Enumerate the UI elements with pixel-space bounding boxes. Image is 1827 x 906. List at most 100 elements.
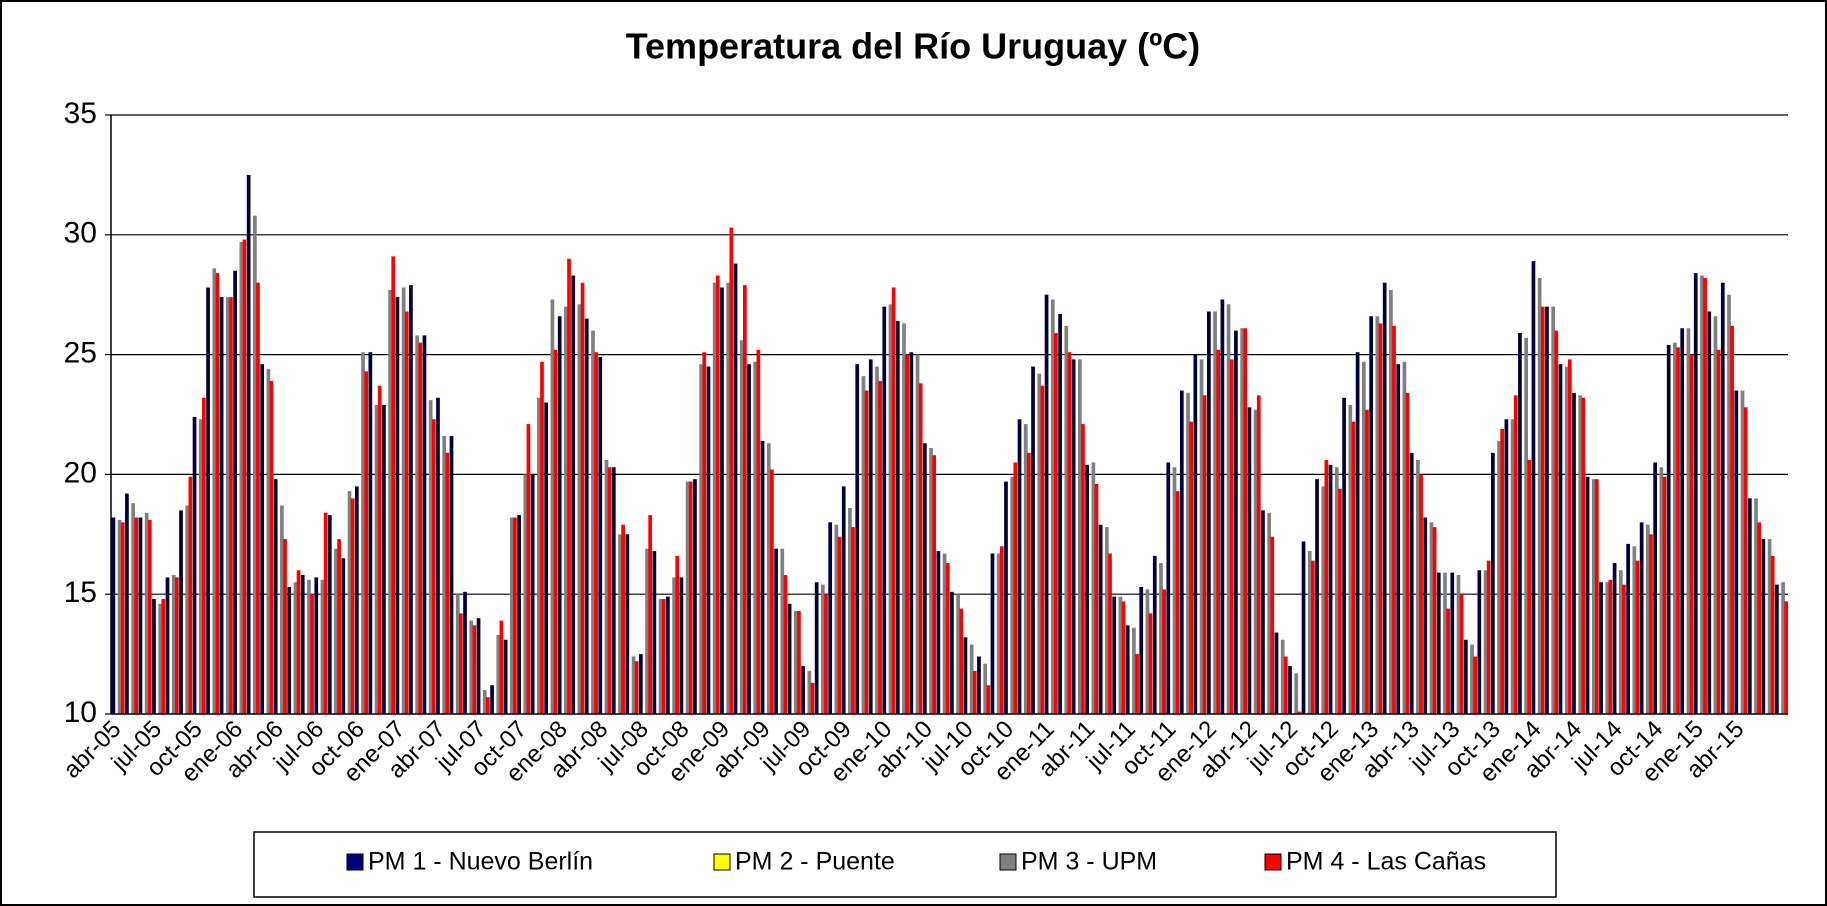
bar bbox=[1716, 349, 1721, 714]
bar bbox=[1234, 330, 1238, 714]
bar bbox=[1645, 524, 1650, 714]
bar bbox=[1585, 476, 1590, 714]
bar bbox=[361, 352, 365, 714]
bar bbox=[219, 297, 224, 714]
bar bbox=[1067, 352, 1072, 714]
bar bbox=[1693, 273, 1698, 714]
bar bbox=[1784, 601, 1789, 714]
bar bbox=[891, 287, 896, 714]
bar bbox=[1031, 366, 1035, 714]
bar bbox=[1213, 311, 1217, 714]
bar bbox=[848, 507, 852, 714]
bar bbox=[760, 440, 765, 714]
bar bbox=[486, 697, 490, 714]
bar bbox=[1321, 486, 1326, 714]
bar bbox=[1139, 587, 1144, 714]
bar bbox=[1135, 654, 1139, 714]
bar bbox=[571, 275, 576, 714]
bar bbox=[509, 517, 514, 714]
bar bbox=[1189, 421, 1193, 714]
bar bbox=[1283, 656, 1288, 714]
bar bbox=[1085, 464, 1089, 714]
bar bbox=[1450, 572, 1455, 714]
bar bbox=[756, 349, 761, 714]
bar bbox=[557, 316, 562, 714]
bar bbox=[1229, 359, 1234, 714]
bar bbox=[1017, 419, 1022, 714]
bar bbox=[1635, 560, 1640, 714]
bar bbox=[1348, 404, 1353, 714]
bar bbox=[147, 519, 152, 714]
bar bbox=[1686, 328, 1691, 714]
bar bbox=[1315, 479, 1319, 714]
bar bbox=[1443, 572, 1447, 714]
bar bbox=[1676, 347, 1680, 714]
bar bbox=[1226, 304, 1231, 714]
bar bbox=[347, 491, 352, 714]
bar bbox=[1432, 527, 1437, 714]
bar bbox=[990, 553, 995, 714]
bar bbox=[428, 400, 433, 714]
bar bbox=[963, 637, 968, 714]
bar bbox=[388, 289, 392, 714]
bar bbox=[225, 297, 230, 714]
bar bbox=[1004, 481, 1008, 714]
bar bbox=[198, 419, 203, 714]
bar bbox=[253, 215, 257, 714]
legend-swatch bbox=[346, 853, 364, 871]
bar bbox=[188, 476, 193, 714]
bar bbox=[131, 503, 135, 714]
bar bbox=[1727, 294, 1731, 714]
bar bbox=[841, 486, 846, 714]
bar bbox=[956, 594, 960, 714]
bar bbox=[1094, 483, 1099, 714]
bar bbox=[458, 613, 463, 714]
y-tick-label: 15 bbox=[64, 576, 97, 609]
bar bbox=[171, 575, 176, 714]
bar bbox=[1270, 536, 1275, 714]
bar bbox=[1545, 306, 1549, 714]
legend-label: PM 3 - UPM bbox=[1021, 848, 1157, 876]
bar bbox=[391, 256, 396, 714]
bar bbox=[1459, 594, 1464, 714]
bar bbox=[1436, 572, 1441, 714]
bar bbox=[239, 241, 244, 714]
bar bbox=[242, 239, 247, 715]
bar bbox=[269, 380, 274, 714]
bar bbox=[1500, 428, 1505, 714]
bar bbox=[1077, 359, 1082, 714]
bar bbox=[729, 227, 734, 714]
bar bbox=[631, 656, 636, 714]
bar bbox=[834, 524, 839, 714]
bar bbox=[334, 548, 338, 714]
bar bbox=[553, 349, 558, 714]
bar bbox=[1328, 464, 1333, 714]
bar bbox=[307, 579, 311, 714]
bar bbox=[1524, 337, 1528, 714]
bar bbox=[192, 416, 197, 714]
bar bbox=[1419, 474, 1423, 714]
bar bbox=[1369, 316, 1374, 714]
bar bbox=[499, 620, 504, 714]
bar bbox=[117, 519, 122, 714]
bar bbox=[1743, 407, 1748, 714]
bar bbox=[1781, 582, 1785, 714]
bar bbox=[1537, 277, 1542, 714]
bar bbox=[1483, 570, 1488, 714]
bar bbox=[1491, 452, 1495, 714]
bar bbox=[1054, 333, 1058, 714]
bar bbox=[888, 304, 893, 714]
bar bbox=[455, 594, 460, 714]
bar bbox=[1775, 584, 1779, 714]
bar bbox=[377, 385, 382, 714]
bar bbox=[986, 685, 991, 714]
bar bbox=[797, 610, 801, 714]
bar bbox=[851, 527, 855, 714]
bar bbox=[577, 304, 582, 714]
bar bbox=[395, 297, 400, 714]
bar bbox=[364, 371, 369, 714]
y-tick-label: 25 bbox=[64, 337, 97, 370]
bar bbox=[540, 361, 544, 714]
